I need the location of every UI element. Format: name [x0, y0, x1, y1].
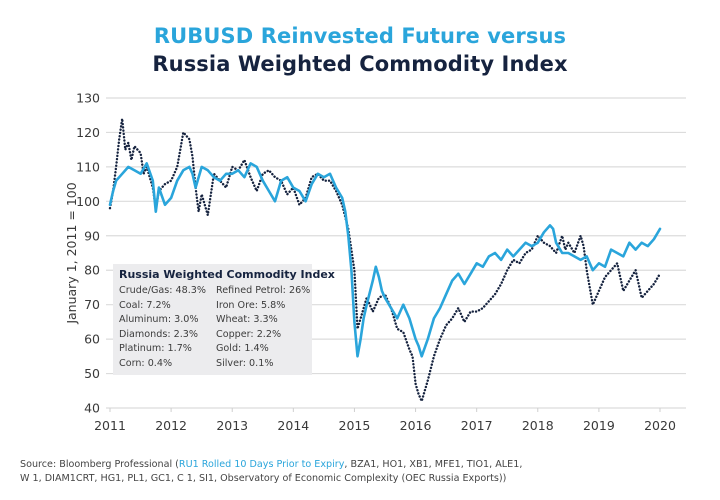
- commodity-weight-item: Gold: 1.4%: [216, 343, 269, 354]
- commodity-weight-item: Aluminum: 3.0%: [119, 314, 199, 325]
- x-tick-label: 2012: [155, 418, 187, 433]
- x-tick-label: 2018: [522, 418, 554, 433]
- y-tick-label: 40: [84, 401, 100, 416]
- commodity-weight-item: Iron Ore: 5.8%: [216, 299, 286, 311]
- series-group: [108, 117, 662, 403]
- series-rubusd-line: [108, 162, 662, 358]
- commodity-weight-item: Diamonds: 2.3%: [119, 328, 198, 340]
- x-tick-label: 2016: [400, 418, 432, 433]
- commodity-weight-item: Copper: 2.2%: [216, 328, 282, 340]
- source-line2: W 1, DIAM1CRT, HG1, PL1, GC1, C 1, SI1, …: [20, 473, 507, 484]
- source-prefix: Source: Bloomberg Professional (: [20, 459, 179, 470]
- y-tick-label: 50: [84, 366, 100, 381]
- x-axis-ticks: 2011 2012 2013 2014 2015 2016 2017 2018 2019 2020: [94, 408, 676, 433]
- chart-subtitle: Russia Weighted Commodity Index: [152, 52, 568, 76]
- x-tick-label: 2011: [94, 418, 126, 433]
- y-tick-label: 100: [76, 194, 100, 209]
- x-tick-label: 2017: [461, 418, 493, 433]
- x-tick-label: 2019: [583, 418, 615, 433]
- source-line1-rest: , BZA1, HO1, XB1, MFE1, TIO1, ALE1,: [344, 459, 523, 470]
- y-tick-label: 130: [76, 91, 100, 106]
- chart-title: RUBUSD Reinvested Future versus: [153, 24, 567, 48]
- y-axis-label: January 1, 2011 = 100: [64, 182, 79, 324]
- y-tick-label: 70: [84, 297, 100, 312]
- source-highlight: RU1 Rolled 10 Days Prior to Expiry: [178, 459, 345, 470]
- x-tick-label: 2015: [339, 418, 371, 433]
- commodity-weight-item: Platinum: 1.7%: [119, 343, 192, 354]
- commodity-weight-item: Refined Petrol: 26%: [216, 285, 311, 296]
- x-tick-label: 2014: [277, 418, 309, 433]
- y-tick-label: 110: [76, 159, 100, 174]
- commodity-weight-item: Coal: 7.2%: [119, 299, 171, 311]
- commodity-weights-title: Russia Weighted Commodity Index: [119, 268, 335, 281]
- y-tick-label: 80: [84, 263, 100, 278]
- y-axis-ticks: 130 120 110 100 90 80 70 60 50 40: [76, 91, 100, 416]
- commodity-weight-item: Wheat: 3.3%: [216, 314, 278, 325]
- x-tick-label: 2013: [216, 418, 248, 433]
- y-tick-label: 90: [84, 228, 100, 243]
- source-note: Source: Bloomberg Professional (RU1 Roll…: [20, 458, 700, 486]
- y-tick-label: 120: [76, 125, 100, 140]
- commodity-weight-item: Crude/Gas: 48.3%: [119, 285, 207, 296]
- x-tick-label: 2020: [644, 418, 676, 433]
- commodity-weights-box: Russia Weighted Commodity Index Crude/Ga…: [113, 264, 335, 375]
- y-tick-label: 60: [84, 332, 100, 347]
- commodity-weight-item: Silver: 0.1%: [216, 357, 274, 369]
- commodity-weight-item: Corn: 0.4%: [119, 357, 173, 369]
- series-commodity-index-line: [108, 117, 662, 403]
